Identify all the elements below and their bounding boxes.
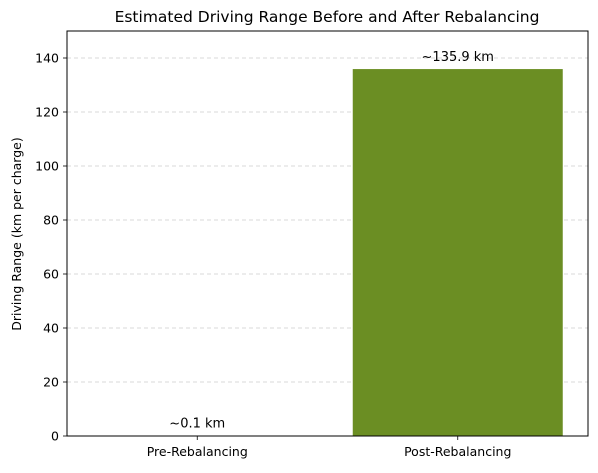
y-tick-label: 20 [43, 375, 59, 390]
data-label: ~0.1 km [169, 417, 225, 432]
y-tick-label: 40 [43, 321, 59, 336]
data-label: ~135.9 km [422, 50, 494, 65]
y-tick-label: 0 [51, 429, 59, 444]
bar-layer [92, 69, 563, 436]
y-tick-label: 140 [35, 51, 59, 66]
y-tick-label: 100 [35, 159, 59, 174]
y-axis-label: Driving Range (km per charge) [9, 137, 24, 330]
x-tick-label: Pre-Rebalancing [147, 444, 248, 459]
y-tick-label: 60 [43, 267, 59, 282]
bar [353, 69, 563, 436]
chart-title: Estimated Driving Range Before and After… [115, 8, 540, 26]
y-tick-label: 80 [43, 213, 59, 228]
y-tick-label: 120 [35, 105, 59, 120]
x-tick-label: Post-Rebalancing [404, 444, 511, 459]
